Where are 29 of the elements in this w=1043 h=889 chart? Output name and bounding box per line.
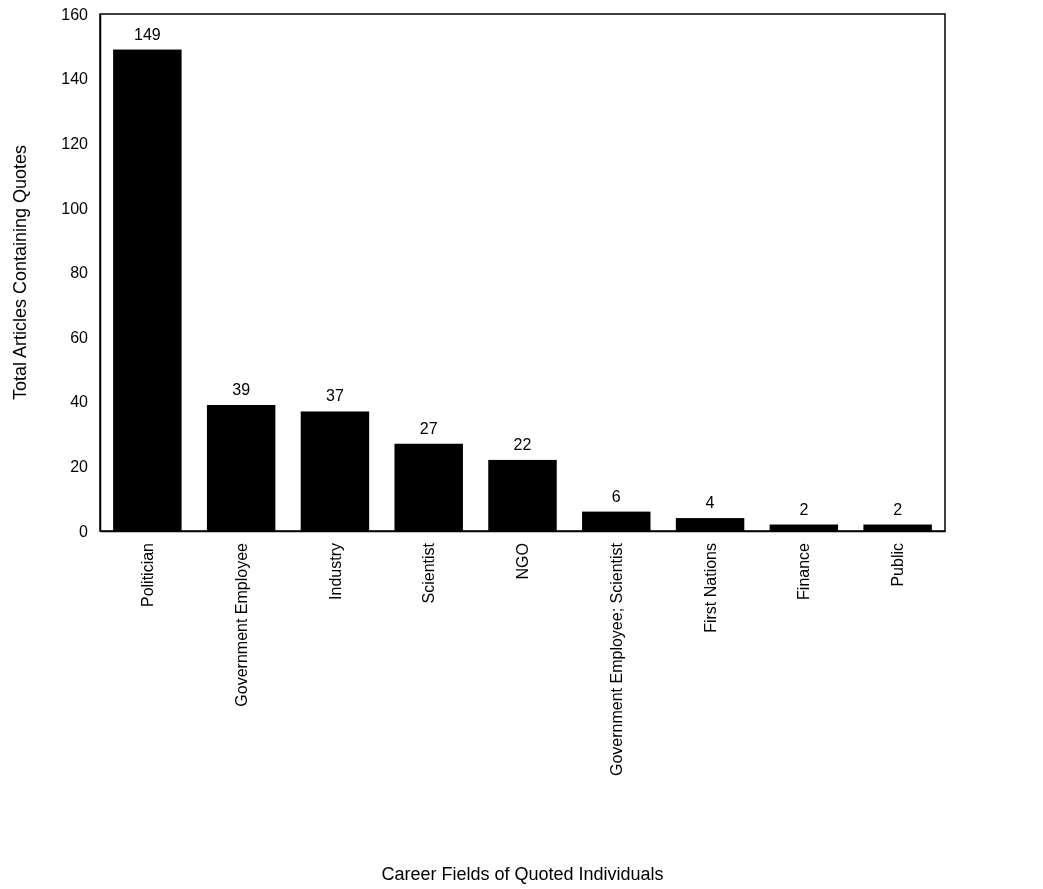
x-tick-label: Government Employee <box>232 542 250 707</box>
y-tick-label: 20 <box>70 457 89 475</box>
data-label: 2 <box>893 500 903 518</box>
y-tick-label: 0 <box>79 522 89 540</box>
y-tick-label: 160 <box>61 5 89 23</box>
y-tick-label: 40 <box>70 393 89 411</box>
data-label: 39 <box>232 380 251 398</box>
data-label: 4 <box>705 494 715 512</box>
y-tick-label: 120 <box>61 134 89 152</box>
data-label: 2 <box>799 500 809 518</box>
data-label: 27 <box>419 419 438 437</box>
y-tick-label: 100 <box>61 199 89 217</box>
x-tick-label: Scientist <box>420 542 438 604</box>
x-tick-label: Government Employee; Scientist <box>607 542 625 776</box>
x-tick-label: First Nations <box>701 543 719 633</box>
data-label: 6 <box>611 487 621 505</box>
y-axis-title: Total Articles Containing Quotes <box>10 144 30 401</box>
x-tick-label: Industry <box>326 543 344 600</box>
x-axis-title: Career Fields of Quoted Individuals <box>381 864 664 884</box>
y-tick-label: 60 <box>70 328 89 346</box>
y-tick-label: 140 <box>61 70 89 88</box>
data-label: 22 <box>513 435 532 453</box>
data-label: 149 <box>134 25 161 43</box>
x-tick-label: Politician <box>138 543 156 608</box>
x-tick-label: Public <box>889 543 907 587</box>
y-tick-label: 80 <box>70 264 89 282</box>
x-tick-label: Finance <box>795 542 813 600</box>
data-label: 37 <box>326 387 344 405</box>
x-tick-label: NGO <box>514 543 532 580</box>
